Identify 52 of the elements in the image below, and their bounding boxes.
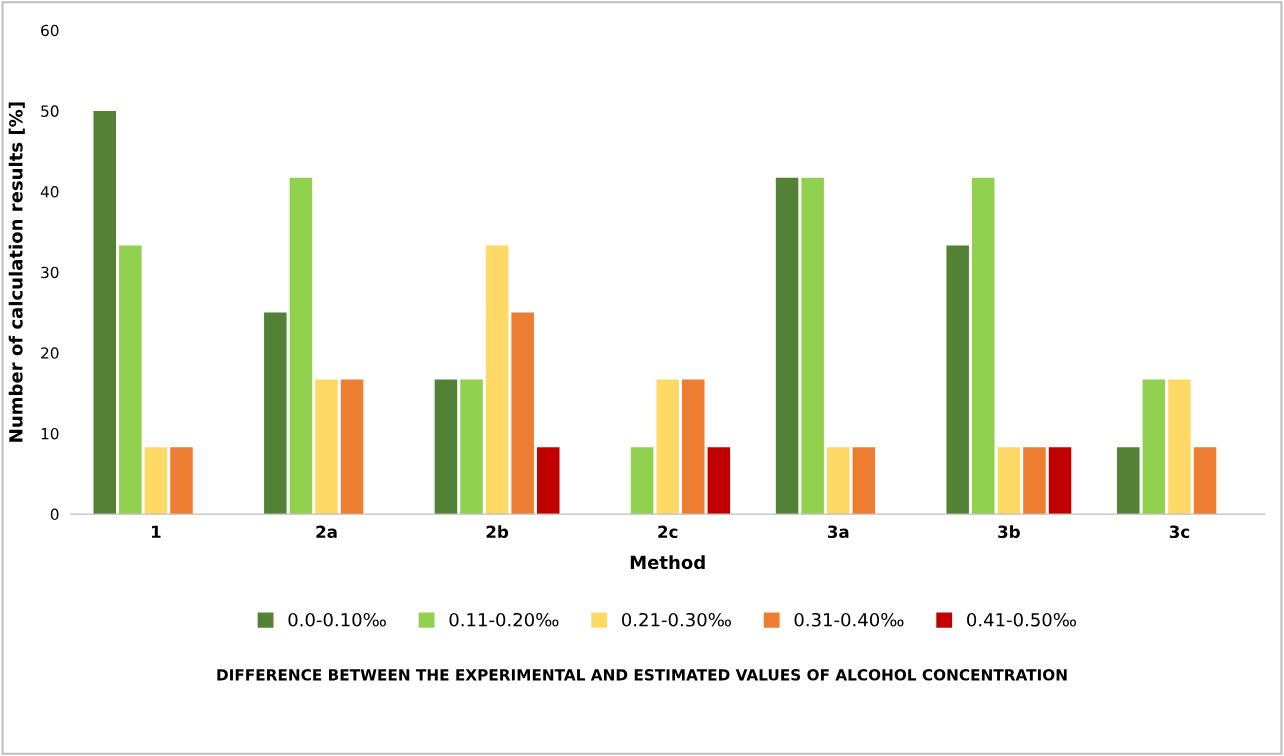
bar xyxy=(997,447,1021,515)
bar xyxy=(537,447,560,515)
bar xyxy=(775,177,799,515)
x-tick-label: 3c xyxy=(1169,525,1190,539)
bar xyxy=(460,379,483,515)
bar xyxy=(1193,447,1217,515)
bar xyxy=(707,447,731,515)
bar xyxy=(1048,447,1072,515)
x-tick-label: 1 xyxy=(152,525,161,538)
x-tick-label: 2b xyxy=(486,525,509,539)
bar xyxy=(972,177,995,515)
bar xyxy=(340,379,364,515)
bar xyxy=(656,379,679,515)
bar xyxy=(93,110,116,515)
bar xyxy=(1142,379,1166,515)
x-tick-label: 2c xyxy=(658,525,678,539)
y-tick-label: 50 xyxy=(41,105,59,117)
bar xyxy=(946,245,969,515)
bar xyxy=(119,245,142,515)
legend-label: 0.11-0.20‰ xyxy=(449,612,559,627)
bar xyxy=(144,447,168,515)
x-tick-label: 2a xyxy=(316,525,337,539)
text: DIFFERENCE BETWEEN THE EXPERIMENTAL AND ESTIMATED VALUES OF ALCOHOL CONCENTRATION xyxy=(217,669,1067,681)
y-tick-label: 30 xyxy=(41,266,59,279)
bar xyxy=(801,177,824,515)
bar xyxy=(682,379,705,515)
bar xyxy=(1168,379,1191,515)
bar xyxy=(315,379,338,515)
x-axis-title: Method xyxy=(630,555,705,570)
legend-label: 0.21-0.30‰ xyxy=(622,612,731,627)
x-tick-label: 3b xyxy=(998,525,1020,539)
legend-label: 0.41-0.50‰ xyxy=(967,612,1077,627)
bar xyxy=(170,447,193,515)
x-tick-label: 3a xyxy=(827,525,849,539)
y-tick-label: 10 xyxy=(41,427,59,440)
bar xyxy=(630,447,654,515)
bar xyxy=(1023,447,1046,515)
y-tick-label: 20 xyxy=(41,347,59,359)
bar xyxy=(289,177,313,515)
bar xyxy=(827,447,850,515)
bar xyxy=(264,312,287,515)
bar xyxy=(852,447,876,515)
legend-label: 0.0-0.10‰ xyxy=(288,612,386,627)
bar xyxy=(1117,447,1140,515)
bar xyxy=(485,245,509,515)
y-tick-label: 40 xyxy=(40,185,59,198)
y-tick-label: 60 xyxy=(41,24,59,37)
bar xyxy=(511,312,534,515)
y-axis-title: Number of calculation results [%] xyxy=(8,102,25,442)
legend-label: 0.31-0.40‰ xyxy=(794,612,904,627)
bar xyxy=(434,379,458,515)
y-tick-label: 0 xyxy=(50,508,59,521)
